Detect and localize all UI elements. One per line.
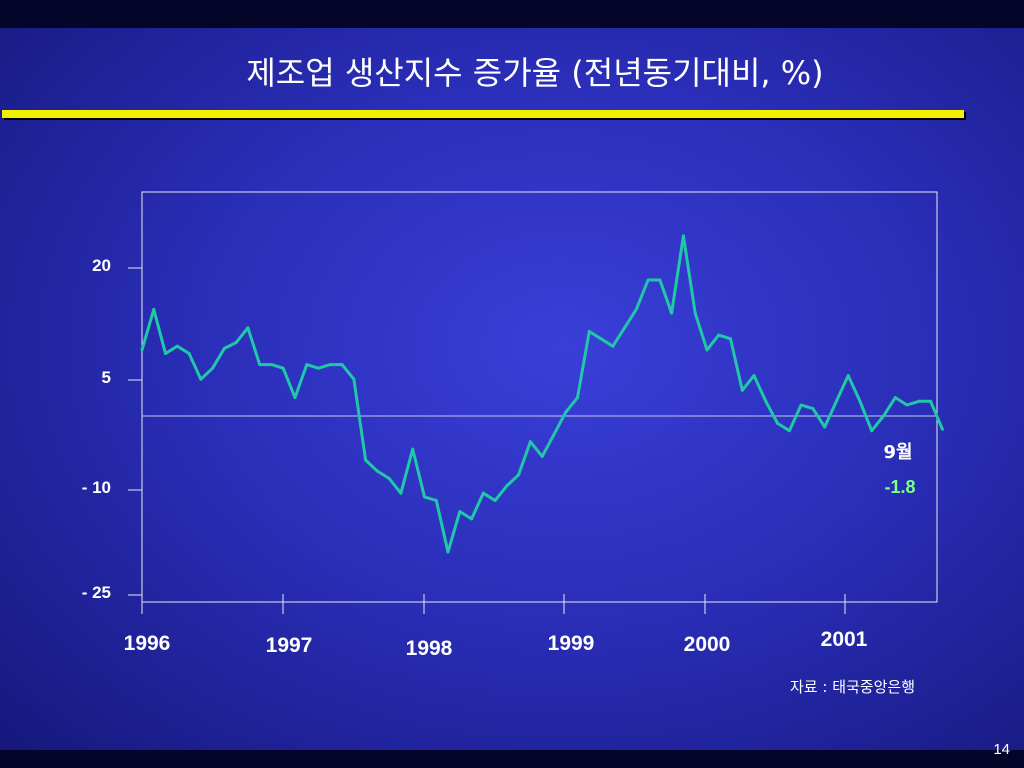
data-point: [882, 414, 885, 418]
data-point: [623, 326, 627, 330]
series-line: [140, 234, 944, 554]
data-point: [740, 388, 744, 392]
data-point: [293, 396, 297, 400]
data-point: [811, 407, 815, 411]
plot-frame: [141, 191, 938, 603]
data-point: [152, 307, 156, 311]
x-tick-label: 1999: [548, 632, 595, 655]
y-tick-label: - 25: [82, 583, 111, 602]
x-tick-label: 1996: [124, 632, 171, 655]
data-point: [375, 469, 379, 473]
data-point: [693, 311, 697, 315]
data-point: [305, 363, 309, 367]
data-point: [328, 363, 332, 367]
source-note: 자료 : 태국중앙은행: [790, 678, 915, 696]
y-tick-label: 20: [92, 256, 111, 275]
data-point: [576, 396, 579, 400]
data-point: [434, 499, 438, 502]
data-point: [505, 484, 509, 488]
data-point: [234, 341, 238, 344]
data-point: [140, 348, 144, 352]
data-point: [481, 491, 485, 495]
data-point: [540, 454, 544, 458]
data-point: [517, 473, 521, 477]
x-tick-label: 1997: [266, 634, 313, 657]
y-tick-label: - 10: [82, 478, 111, 497]
data-point: [364, 458, 368, 462]
data-point: [834, 399, 838, 403]
data-point: [411, 447, 415, 451]
data-point: [258, 363, 262, 367]
data-point: [729, 337, 732, 341]
x-tick-label: 2000: [684, 633, 731, 656]
data-point: [599, 337, 603, 341]
data-point: [646, 278, 650, 282]
y-tick-label: 5: [102, 368, 111, 387]
data-point: [552, 432, 556, 436]
data-point: [929, 399, 933, 403]
data-point: [823, 425, 827, 429]
chart-marks: [140, 234, 944, 554]
x-tick-label: 2001: [821, 628, 868, 651]
data-point: [587, 330, 591, 333]
data-point: [470, 517, 474, 521]
data-point: [846, 374, 850, 378]
data-point: [175, 344, 179, 348]
data-point: [658, 278, 662, 282]
data-point: [799, 403, 803, 407]
data-point: [681, 234, 685, 238]
slide-title: 제조업 생산지수 증가율 (전년동기대비, %): [246, 54, 824, 92]
axes: 20 5 - 10 - 25 1996 1997 1998 1999 2000 2001: [82, 256, 937, 660]
data-point: [446, 550, 450, 554]
data-point: [199, 377, 203, 381]
data-point: [340, 363, 344, 367]
data-point: [246, 326, 250, 330]
data-point: [270, 363, 273, 367]
data-point: [187, 352, 191, 355]
title-underline: [2, 110, 964, 118]
data-point: [717, 333, 721, 337]
data-point: [787, 429, 791, 433]
data-point: [387, 477, 391, 480]
annotation-value-label: -1.8: [884, 477, 915, 497]
data-point: [858, 399, 862, 403]
data-point: [905, 403, 909, 407]
data-point: [893, 396, 897, 400]
data-point: [611, 344, 615, 348]
top-band: [0, 0, 1024, 28]
page-number: 14: [993, 741, 1010, 758]
data-point: [634, 307, 638, 311]
data-point: [222, 346, 226, 350]
data-point: [776, 421, 780, 425]
data-point: [670, 311, 674, 315]
annotation-month-label: 9월: [883, 442, 912, 463]
data-point: [528, 440, 532, 444]
bottom-band: [0, 750, 1024, 768]
data-point: [423, 495, 426, 499]
data-point: [493, 499, 497, 502]
data-point: [564, 410, 568, 414]
data-point: [752, 374, 756, 378]
data-point: [764, 399, 768, 403]
x-tick-label: 1998: [406, 637, 453, 660]
data-point: [317, 366, 320, 370]
data-point: [399, 491, 403, 495]
data-point: [211, 366, 215, 370]
data-point: [870, 429, 874, 433]
data-point: [164, 352, 167, 355]
data-point: [940, 427, 944, 431]
data-point: [705, 348, 709, 352]
data-point: [352, 377, 356, 381]
data-point: [458, 510, 462, 514]
data-point: [917, 399, 921, 403]
data-point: [281, 366, 285, 370]
